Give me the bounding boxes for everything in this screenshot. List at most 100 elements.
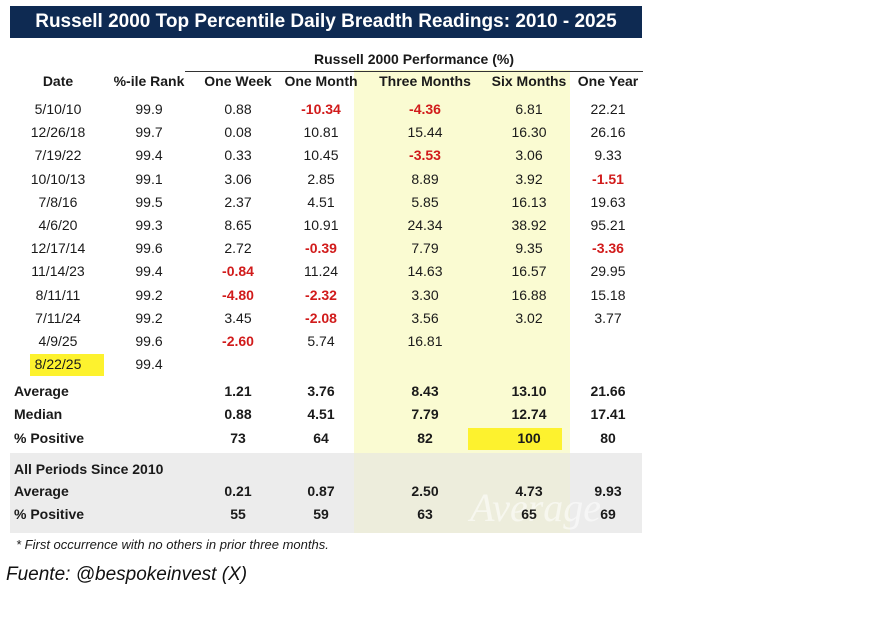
cell-one-month: 10.91 <box>303 217 339 233</box>
cell-three-months: 15.44 <box>407 124 443 141</box>
cell-six-months: 3.92 <box>515 170 543 187</box>
cell-rank: 99.1 <box>135 170 163 187</box>
cell-one-month: -2.08 <box>305 309 337 326</box>
cell-three-months: 7.79 <box>411 240 439 257</box>
summary-cell: 100 <box>517 430 541 446</box>
cell-one-year: 3.77 <box>594 309 622 326</box>
header-date: Date <box>42 73 74 89</box>
cell-one-year: 29.95 <box>590 263 626 280</box>
cell-date: 7/8/16 <box>38 193 78 210</box>
summary-average-row: Average 1.21 3.76 8.43 13.10 21.66 <box>10 380 642 402</box>
cell-one-month: 2.85 <box>307 170 335 187</box>
summary-label: % Positive <box>14 430 85 446</box>
cell-three-months: 3.30 <box>411 286 439 303</box>
summary-label: Median <box>14 406 63 422</box>
summary-cell: 21.66 <box>590 383 626 399</box>
summary-cell: 7.79 <box>411 406 439 422</box>
all-periods-cell: 9.93 <box>594 483 622 499</box>
cell-one-year: 15.18 <box>590 286 626 303</box>
cell-three-months: -4.36 <box>409 101 441 117</box>
cell-three-months: 24.34 <box>407 217 443 233</box>
cell-six-months: 3.02 <box>515 309 543 326</box>
summary-cell: 64 <box>313 430 329 446</box>
cell-date: 5/10/10 <box>34 101 82 117</box>
cell-date: 4/9/25 <box>38 333 78 349</box>
cell-date: 8/11/11 <box>35 286 81 303</box>
cell-one-month: 5.74 <box>307 333 335 349</box>
table-row: 8/11/11 99.2 -4.80 -2.32 3.30 16.88 15.18 <box>10 284 642 306</box>
cell-one-year: 95.21 <box>590 217 626 233</box>
cell-six-months: 38.92 <box>511 217 547 233</box>
cell-one-year: -1.51 <box>592 170 624 187</box>
cell-date: 12/26/18 <box>30 124 86 141</box>
cell-three-months: 14.63 <box>407 263 443 280</box>
cell-three-months: 16.81 <box>407 333 443 349</box>
table-row: 12/26/18 99.7 0.08 10.81 15.44 16.30 26.16 <box>10 121 642 143</box>
cell-three-months: 5.85 <box>411 193 439 210</box>
all-periods-average-row: Average 0.21 0.87 2.50 4.73 9.93 <box>10 480 642 502</box>
cell-date: 11/14/23 <box>31 263 85 280</box>
cell-one-year: 26.16 <box>590 124 626 141</box>
all-periods-cell: 65 <box>521 506 537 522</box>
cell-one-year: 19.63 <box>590 193 626 210</box>
table-row: 7/8/16 99.5 2.37 4.51 5.85 16.13 19.63 <box>10 191 642 213</box>
cell-rank: 99.2 <box>135 309 163 326</box>
performance-header-underline <box>185 71 643 72</box>
summary-cell: 1.21 <box>224 383 252 399</box>
all-periods-shaded-column <box>354 453 570 533</box>
shaded-column-background <box>354 70 570 470</box>
summary-cell: 12.74 <box>511 406 547 422</box>
summary-cell: 80 <box>600 430 616 446</box>
summary-cell: 73 <box>230 430 246 446</box>
summary-cell: 82 <box>417 430 433 446</box>
all-periods-title: All Periods Since 2010 <box>14 461 164 477</box>
cell-three-months: 3.56 <box>411 309 439 326</box>
cell-one-month: -0.39 <box>305 240 337 257</box>
cell-six-months: 16.88 <box>511 286 547 303</box>
cell-one-year: 9.33 <box>594 147 622 164</box>
summary-cell: 0.88 <box>224 406 252 422</box>
cell-three-months: 8.89 <box>411 170 439 187</box>
header-three-months: Three Months <box>379 73 471 89</box>
highlight-positive-100 <box>468 428 562 450</box>
summary-cell: 4.51 <box>307 406 335 422</box>
all-periods-cell: 55 <box>230 506 246 522</box>
summary-cell: 8.43 <box>411 383 439 399</box>
all-periods-cell: 59 <box>313 506 329 522</box>
cell-rank: 99.2 <box>135 286 163 303</box>
watermark-text: Average <box>470 485 602 530</box>
table-row: 7/19/22 99.4 0.33 10.45 -3.53 3.06 9.33 <box>10 144 642 166</box>
all-periods-positive-row: % Positive 55 59 63 65 69 <box>10 503 642 525</box>
source-credit: Fuente: @bespokeinvest (X) <box>6 564 248 585</box>
cell-one-month: 4.51 <box>307 193 335 210</box>
table-row: 7/11/24 99.2 3.45 -2.08 3.56 3.02 3.77 <box>10 307 642 329</box>
breadth-table-card: Russell 2000 Top Percentile Daily Breadt… <box>10 6 643 558</box>
header-one-year: One Year <box>577 73 639 89</box>
cell-six-months: 3.06 <box>515 147 543 164</box>
cell-rank: 99.4 <box>135 263 163 280</box>
all-periods-cell: 69 <box>600 506 616 522</box>
table-row: 10/10/13 99.1 3.06 2.85 8.89 3.92 -1.51 <box>10 168 642 190</box>
table-row: 4/6/20 99.3 8.65 10.91 24.34 38.92 95.21 <box>10 214 642 236</box>
summary-cell: 3.76 <box>307 383 335 399</box>
cell-one-week: -0.84 <box>222 263 254 280</box>
table-title: Russell 2000 Top Percentile Daily Breadt… <box>10 6 642 38</box>
summary-positive-row: % Positive 73 64 82 100 80 <box>10 427 642 449</box>
cell-one-week: -2.60 <box>222 333 254 349</box>
cell-rank: 99.6 <box>135 333 163 349</box>
table-row: 5/10/10 99.9 0.88 -10.34 -4.36 6.81 22.21 <box>10 98 642 120</box>
column-header-row: Date %-ile Rank One Week One Month Three… <box>10 70 642 92</box>
cell-one-week: 0.88 <box>224 101 252 117</box>
cell-rank: 99.4 <box>135 147 163 164</box>
cell-date: 12/17/14 <box>30 240 86 257</box>
cell-six-months: 16.30 <box>511 124 547 141</box>
all-periods-cell: 2.50 <box>411 483 439 499</box>
summary-cell: 17.41 <box>590 406 626 422</box>
cell-one-year: -3.36 <box>592 240 624 257</box>
table-row: 12/17/14 99.6 2.72 -0.39 7.79 9.35 -3.36 <box>10 237 642 259</box>
header-one-month: One Month <box>284 73 358 89</box>
cell-six-months: 9.35 <box>515 240 543 257</box>
cell-one-week: 0.33 <box>224 147 252 164</box>
all-periods-cell: 4.73 <box>515 483 543 499</box>
summary-cell: 13.10 <box>511 383 547 399</box>
